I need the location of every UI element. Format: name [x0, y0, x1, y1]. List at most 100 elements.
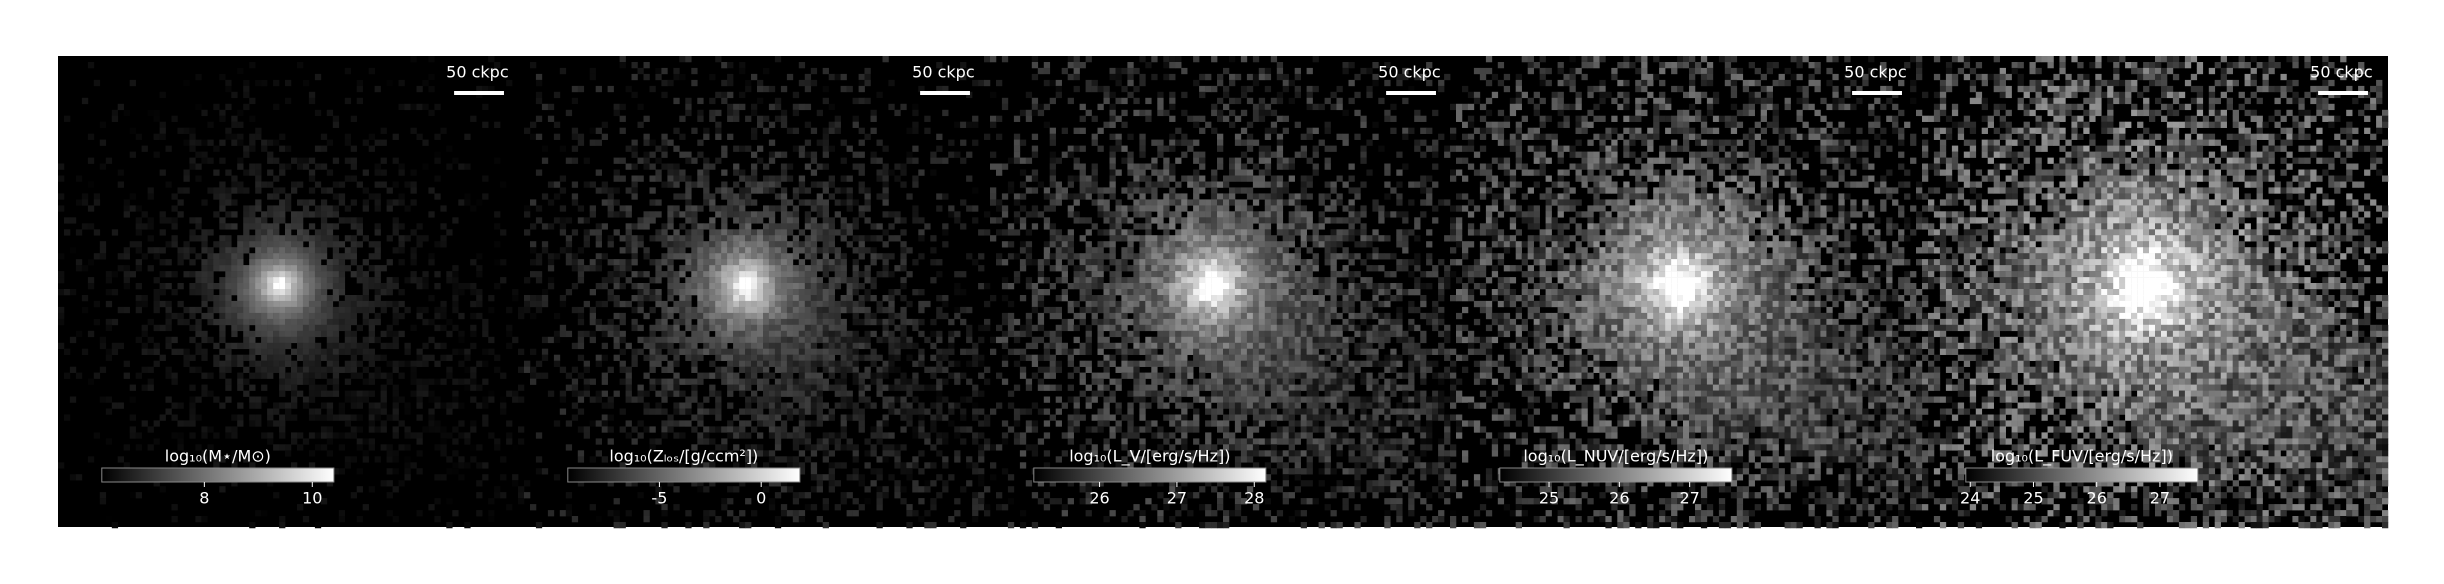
pixel	[524, 128, 530, 134]
pixel	[859, 205, 865, 211]
pixel	[1396, 170, 1402, 176]
pixel	[94, 199, 100, 205]
pixel	[763, 343, 769, 349]
pixel	[632, 397, 638, 403]
pixel	[733, 301, 739, 307]
pixel	[667, 361, 673, 367]
pixel	[823, 128, 829, 134]
pixel	[285, 373, 291, 379]
pixel	[201, 229, 207, 235]
pixel	[644, 134, 650, 140]
pixel	[1044, 62, 1050, 68]
pixel	[243, 80, 249, 86]
pixel	[650, 176, 656, 182]
pixel	[739, 259, 745, 265]
pixel	[321, 367, 327, 373]
pixel	[470, 444, 476, 450]
pixel	[751, 176, 757, 182]
pixel	[1229, 187, 1235, 193]
pixel	[751, 134, 757, 140]
pixel	[775, 379, 781, 385]
pixel	[417, 349, 423, 355]
pixel	[900, 397, 906, 403]
pixel	[679, 379, 685, 385]
pixel	[894, 385, 900, 391]
pixel	[261, 223, 267, 229]
pixel	[327, 426, 333, 432]
pixel	[255, 176, 261, 182]
pixel	[1014, 158, 1020, 164]
pixel	[924, 223, 930, 229]
pixel	[697, 331, 703, 337]
pixel	[381, 128, 387, 134]
pixel	[733, 337, 739, 343]
pixel	[82, 98, 88, 104]
pixel	[321, 235, 327, 241]
pixel	[769, 373, 775, 379]
pixel	[470, 373, 476, 379]
pixel	[865, 498, 871, 504]
pixel	[369, 373, 375, 379]
pixel	[446, 164, 452, 170]
pixel	[859, 247, 865, 253]
pixel	[739, 283, 745, 289]
pixel	[775, 456, 781, 462]
pixel	[189, 140, 195, 146]
pixel	[685, 265, 691, 271]
pixel	[530, 271, 536, 277]
pixel	[1354, 187, 1360, 193]
pixel	[1104, 86, 1110, 92]
pixel	[829, 367, 835, 373]
pixel	[883, 146, 889, 152]
pixel	[237, 355, 243, 361]
pixel	[578, 205, 584, 211]
pixel	[148, 444, 154, 450]
pixel	[530, 295, 536, 301]
pixel	[351, 235, 357, 241]
pixel	[757, 307, 763, 313]
pixel	[213, 253, 219, 259]
pixel	[847, 397, 853, 403]
pixel	[793, 313, 799, 319]
pixel	[1295, 122, 1301, 128]
pixel	[697, 247, 703, 253]
pixel	[703, 397, 709, 403]
pixel	[195, 176, 201, 182]
pixel	[650, 409, 656, 415]
pixel	[906, 391, 912, 397]
pixel	[303, 325, 309, 331]
pixel	[608, 325, 614, 331]
pixel	[231, 343, 237, 349]
pixel	[189, 289, 195, 295]
pixel	[703, 223, 709, 229]
pixel	[769, 253, 775, 259]
pixel	[369, 444, 375, 450]
pixel	[626, 211, 632, 217]
pixel	[1337, 176, 1343, 182]
pixel	[524, 492, 530, 498]
pixel	[733, 307, 739, 313]
pixel	[829, 349, 835, 355]
pixel	[763, 420, 769, 426]
pixel	[225, 361, 231, 367]
pixel	[811, 68, 817, 74]
pixel	[644, 510, 650, 516]
pixel	[745, 211, 751, 217]
pixel	[351, 415, 357, 421]
pixel	[154, 343, 160, 349]
pixel	[297, 349, 303, 355]
pixel	[620, 337, 626, 343]
pixel	[58, 343, 64, 349]
pixel	[936, 474, 942, 480]
pixel	[894, 176, 900, 182]
pixel	[799, 379, 805, 385]
pixel	[154, 438, 160, 444]
pixel	[727, 486, 733, 492]
pixel	[697, 241, 703, 247]
pixel	[249, 217, 255, 223]
pixel	[614, 158, 620, 164]
pixel	[339, 253, 345, 259]
pixel	[739, 223, 745, 229]
pixel	[775, 295, 781, 301]
pixel	[255, 415, 261, 421]
